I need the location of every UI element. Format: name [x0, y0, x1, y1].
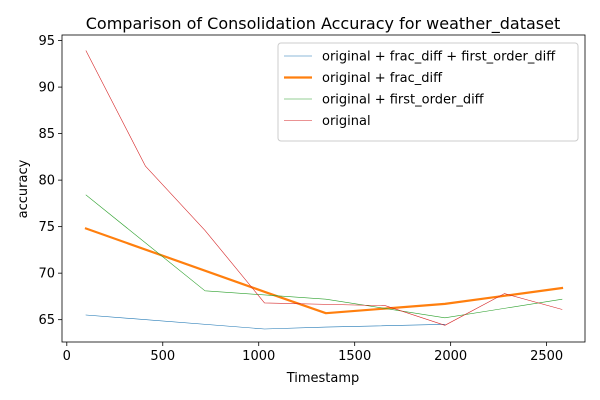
legend-label-3: original + first_order_diff [322, 93, 485, 108]
axes-layer: 0 500 1000 1500 2000 2500 65 70 75 80 85 90 95 [38, 34, 586, 364]
y-tick-label: 85 [38, 127, 55, 142]
x-tick-label: 1500 [338, 349, 371, 364]
legend-label-4: original [322, 114, 371, 129]
x-tick-label: 2500 [530, 349, 563, 364]
legend-label-2: original + frac_diff [322, 71, 443, 86]
legend: original + frac_diff + first_order_diffo… [277, 42, 579, 142]
series-line-2 [84, 227, 564, 315]
y-tick-label: 95 [38, 34, 55, 49]
x-axis-label: Timestamp [286, 371, 360, 386]
series-layer [84, 50, 564, 330]
x-tick-label: 2000 [434, 349, 467, 364]
x-tick-label: 1000 [242, 349, 275, 364]
series-line-4 [85, 50, 563, 326]
series-line-3 [85, 194, 563, 319]
chart-title: Comparison of Consolidation Accuracy for… [86, 14, 560, 34]
legend-box [277, 42, 579, 142]
y-tick-label: 80 [38, 174, 55, 189]
y-tick-label: 75 [38, 220, 55, 235]
axes-frame [61, 34, 586, 343]
y-tick-label: 70 [38, 267, 55, 282]
y-tick-label: 65 [38, 313, 55, 328]
series-line-1 [85, 314, 446, 330]
y-tick-label: 90 [38, 81, 55, 96]
y-axis-label: accuracy [16, 159, 31, 218]
x-tick-label: 0 [63, 349, 71, 364]
legend-label-1: original + frac_diff + first_order_diff [322, 50, 556, 65]
x-tick-label: 500 [150, 349, 175, 364]
